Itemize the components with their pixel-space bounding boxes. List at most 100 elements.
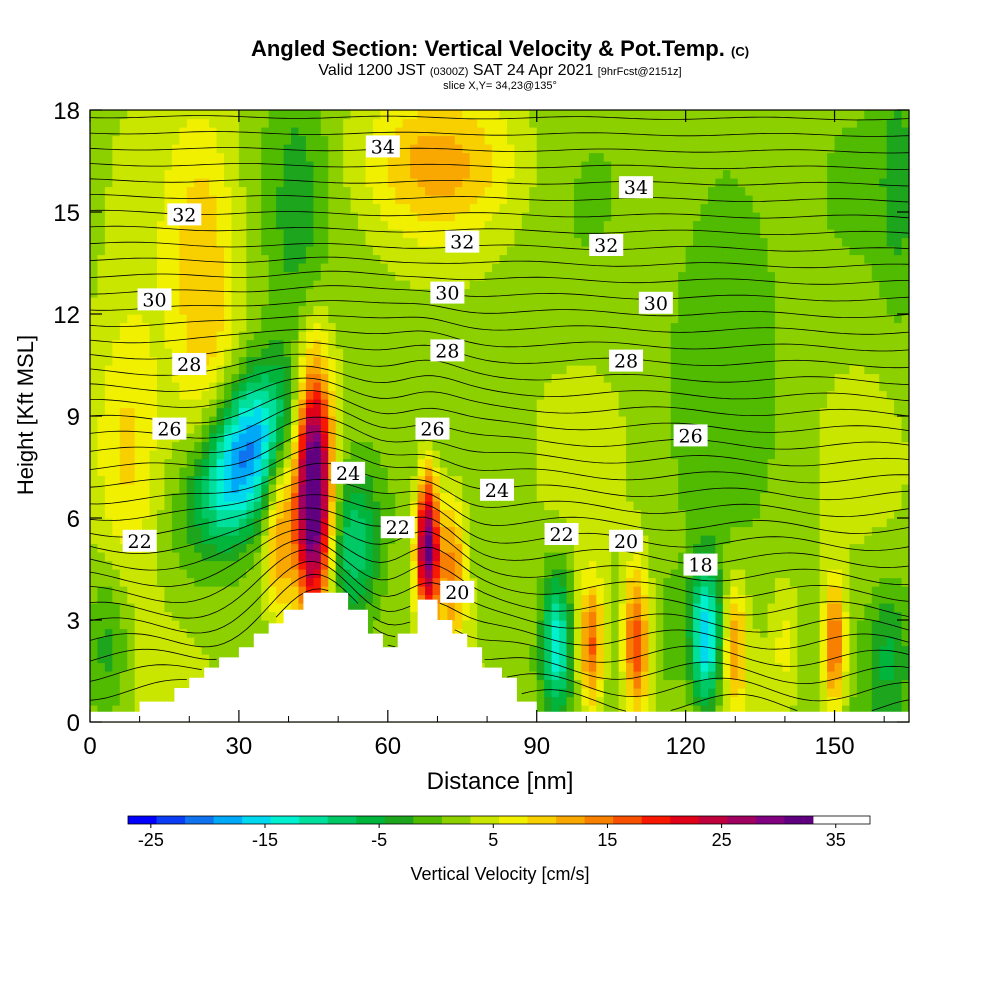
velocity-cell [841,501,851,511]
velocity-cell [365,526,374,536]
velocity-cell [246,339,255,349]
velocity-cell [112,594,121,604]
velocity-cell [410,484,419,494]
velocity-cell [536,603,545,613]
velocity-cell [722,416,731,426]
velocity-cell [492,577,501,587]
velocity-cell [462,399,471,409]
velocity-cell [648,509,657,519]
velocity-cell [745,484,754,494]
velocity-cell [447,509,456,519]
velocity-cell [305,509,314,519]
velocity-cell [380,416,389,426]
velocity-cell [864,611,873,621]
velocity-cell [164,671,173,681]
velocity-cell [841,407,851,417]
velocity-cell [469,620,478,630]
velocity-cell [707,705,717,715]
velocity-cell [104,696,113,706]
velocity-cell [663,688,672,698]
velocity-cell [663,620,672,630]
velocity-cell [224,526,233,536]
velocity-cell [819,433,828,443]
velocity-cell [216,373,225,383]
velocity-cell [127,705,136,715]
velocity-cell [142,688,151,698]
velocity-cell [402,628,411,638]
velocity-cell [119,654,128,664]
velocity-cell [261,577,270,587]
velocity-cell [238,407,247,417]
velocity-cell [618,467,627,477]
velocity-cell [506,594,515,604]
velocity-cell [462,484,471,494]
velocity-cell [283,569,292,579]
velocity-cell [573,594,582,604]
velocity-cell [149,628,158,638]
velocity-cell [536,679,545,689]
velocity-cell [149,501,158,511]
velocity-cell [447,373,456,383]
velocity-cell [797,654,806,664]
velocity-cell [573,475,582,485]
velocity-cell [97,373,106,383]
velocity-cell [253,501,262,511]
velocity-cell [722,348,731,358]
velocity-cell [268,407,277,417]
velocity-cell [305,348,314,358]
velocity-cell [737,433,746,443]
velocity-cell [261,450,270,460]
velocity-cell [871,679,880,689]
velocity-cell [648,696,657,706]
velocity-cell [618,433,627,443]
velocity-cell [477,450,486,460]
velocity-cell [402,373,411,383]
velocity-cell [171,492,180,502]
velocity-cell [715,526,724,536]
velocity-cell [454,509,463,519]
velocity-cell [626,662,635,672]
velocity-cell [164,441,173,451]
velocity-cell [127,331,136,341]
velocity-cell [387,543,396,553]
velocity-cell [722,433,731,443]
velocity-cell [715,509,724,519]
velocity-cell [879,433,888,443]
velocity-cell [90,705,99,715]
velocity-cell [663,535,672,545]
velocity-cell [722,450,731,460]
velocity-cell [588,390,597,400]
velocity-cell [201,492,210,502]
velocity-cell [678,373,687,383]
velocity-cell [685,475,694,485]
velocity-cell [276,331,285,341]
velocity-cell [834,492,843,502]
velocity-cell [774,433,784,443]
velocity-cell [886,560,895,570]
velocity-cell [774,416,784,426]
velocity-cell [216,552,225,562]
velocity-cell [402,424,411,434]
velocity-cell [544,637,553,647]
velocity-cell [841,586,851,596]
velocity-cell [767,441,776,451]
velocity-cell [447,611,456,621]
velocity-cell [462,535,471,545]
velocity-cell [879,407,888,417]
velocity-cell [722,594,731,604]
velocity-cell [462,348,471,358]
velocity-cell [171,518,180,528]
velocity-cell [231,560,240,570]
velocity-cell [819,645,828,655]
velocity-cell [387,399,396,409]
velocity-cell [380,501,389,511]
velocity-cell [551,696,560,706]
velocity-cell [313,484,322,494]
velocity-cell [536,620,545,630]
velocity-cell [454,492,463,502]
velocity-cell [521,407,530,417]
velocity-cell [90,450,99,460]
velocity-cell [358,569,367,579]
velocity-cell [559,416,568,426]
velocity-cell [186,382,195,392]
